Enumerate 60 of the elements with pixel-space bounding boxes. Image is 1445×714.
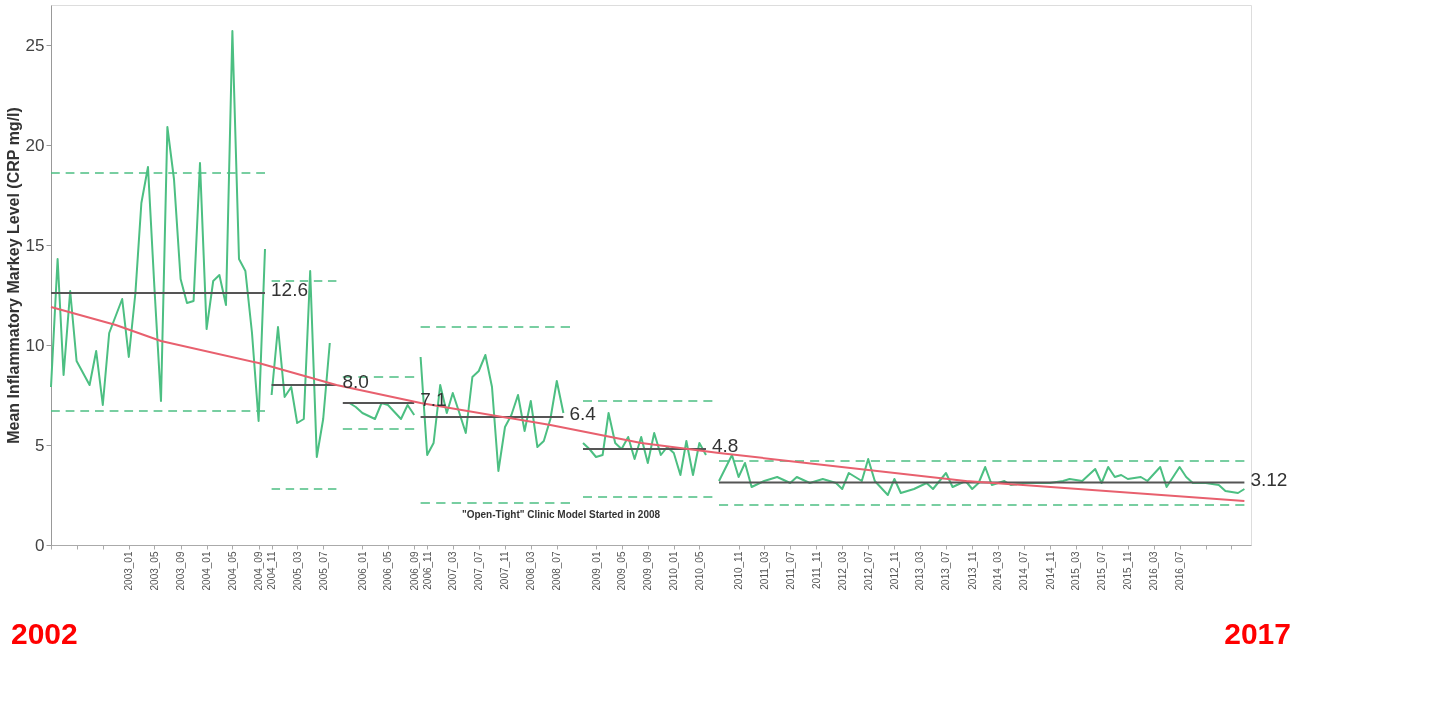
x-tick-label: 2009_01 [590, 551, 602, 591]
x-tick-label: 2016_03 [1148, 551, 1160, 591]
x-tick-label: 2006_05 [382, 551, 394, 591]
x-tick-label: 2015_11 [1122, 551, 1134, 590]
y-tick-label: 25 [25, 35, 45, 55]
x-tick-label: 2012_07 [862, 551, 874, 591]
x-tick-label: 2013_07 [940, 551, 952, 591]
x-tick-label: 2010_11 [733, 551, 745, 590]
line-series [50, 306, 1246, 502]
x-tick-label: 2012_11 [888, 551, 900, 590]
x-tick-label: 2008_07 [551, 551, 563, 591]
x-tick-label: 2011_11 [810, 551, 822, 589]
x-tick-label: 2015_03 [1070, 551, 1082, 591]
y-tick-label: 10 [25, 335, 45, 355]
x-tick-label: 2003_05 [148, 551, 160, 591]
x-tick-label: 2006_11 [421, 551, 433, 590]
x-tick-label: 2016_07 [1174, 551, 1186, 591]
x-tick-label: 2005_07 [317, 551, 329, 591]
x-tick-label: 2006_09 [408, 551, 420, 591]
x-tick-label: 2004_05 [226, 551, 238, 591]
line-series [717, 454, 1246, 496]
y-tick-label: 5 [35, 435, 45, 455]
x-tick-label: 2015_07 [1096, 551, 1108, 591]
annotation: 12.6 [271, 279, 308, 300]
x-tick-label: 2011_03 [758, 551, 770, 590]
x-tick-label: 2014_03 [992, 551, 1004, 591]
x-tick-label: 2009_05 [616, 551, 628, 591]
x-tick-label: 2004_09 [253, 551, 265, 591]
x-tick-label: 2008_03 [525, 551, 537, 591]
annotation: 4.8 [711, 435, 739, 456]
annotation: "Open-Tight" Clinic Model Started in 2008 [461, 509, 661, 520]
x-tick-label: 2009_09 [642, 551, 654, 591]
x-tick-label: 2007_11 [499, 551, 511, 590]
x-tick-label: 2003_09 [175, 551, 187, 591]
x-tick-label: 2010_05 [693, 551, 705, 591]
x-tick-label: 2014_07 [1018, 551, 1030, 591]
x-tick-label: 2013_03 [914, 551, 926, 591]
x-tick-label: 2007_03 [447, 551, 459, 591]
y-tick-label: 20 [25, 135, 45, 155]
x-tick-label: 2011_07 [784, 551, 796, 590]
text: 2017 [1224, 617, 1291, 650]
y-tick-label: 15 [25, 235, 45, 255]
y-tick-label: 0 [35, 535, 45, 555]
x-tick-label: 2003_01 [123, 551, 135, 591]
x-tick-label: 2010_01 [668, 551, 680, 591]
line-series [50, 30, 266, 422]
annotation: 3.12 [1250, 468, 1288, 490]
annotation: 6.4 [569, 403, 597, 424]
x-tick-label: 2007_07 [473, 551, 485, 591]
x-tick-label: 2014_11 [1044, 551, 1056, 590]
line-series [419, 354, 565, 472]
x-tick-label: 2013_11 [966, 551, 978, 590]
y-axis-title: Mean Inflammatory Markey Level (CRP mg/l) [4, 107, 22, 444]
x-tick-label: 2006_01 [356, 551, 368, 591]
x-tick-label: 2004_01 [201, 551, 213, 591]
x-tick-label: 2005_03 [291, 551, 303, 591]
x-tick-label: 2004_11 [266, 551, 278, 590]
line-series [348, 402, 416, 420]
x-tick-label: 2012_03 [836, 551, 848, 591]
text: 2002 [11, 617, 78, 650]
